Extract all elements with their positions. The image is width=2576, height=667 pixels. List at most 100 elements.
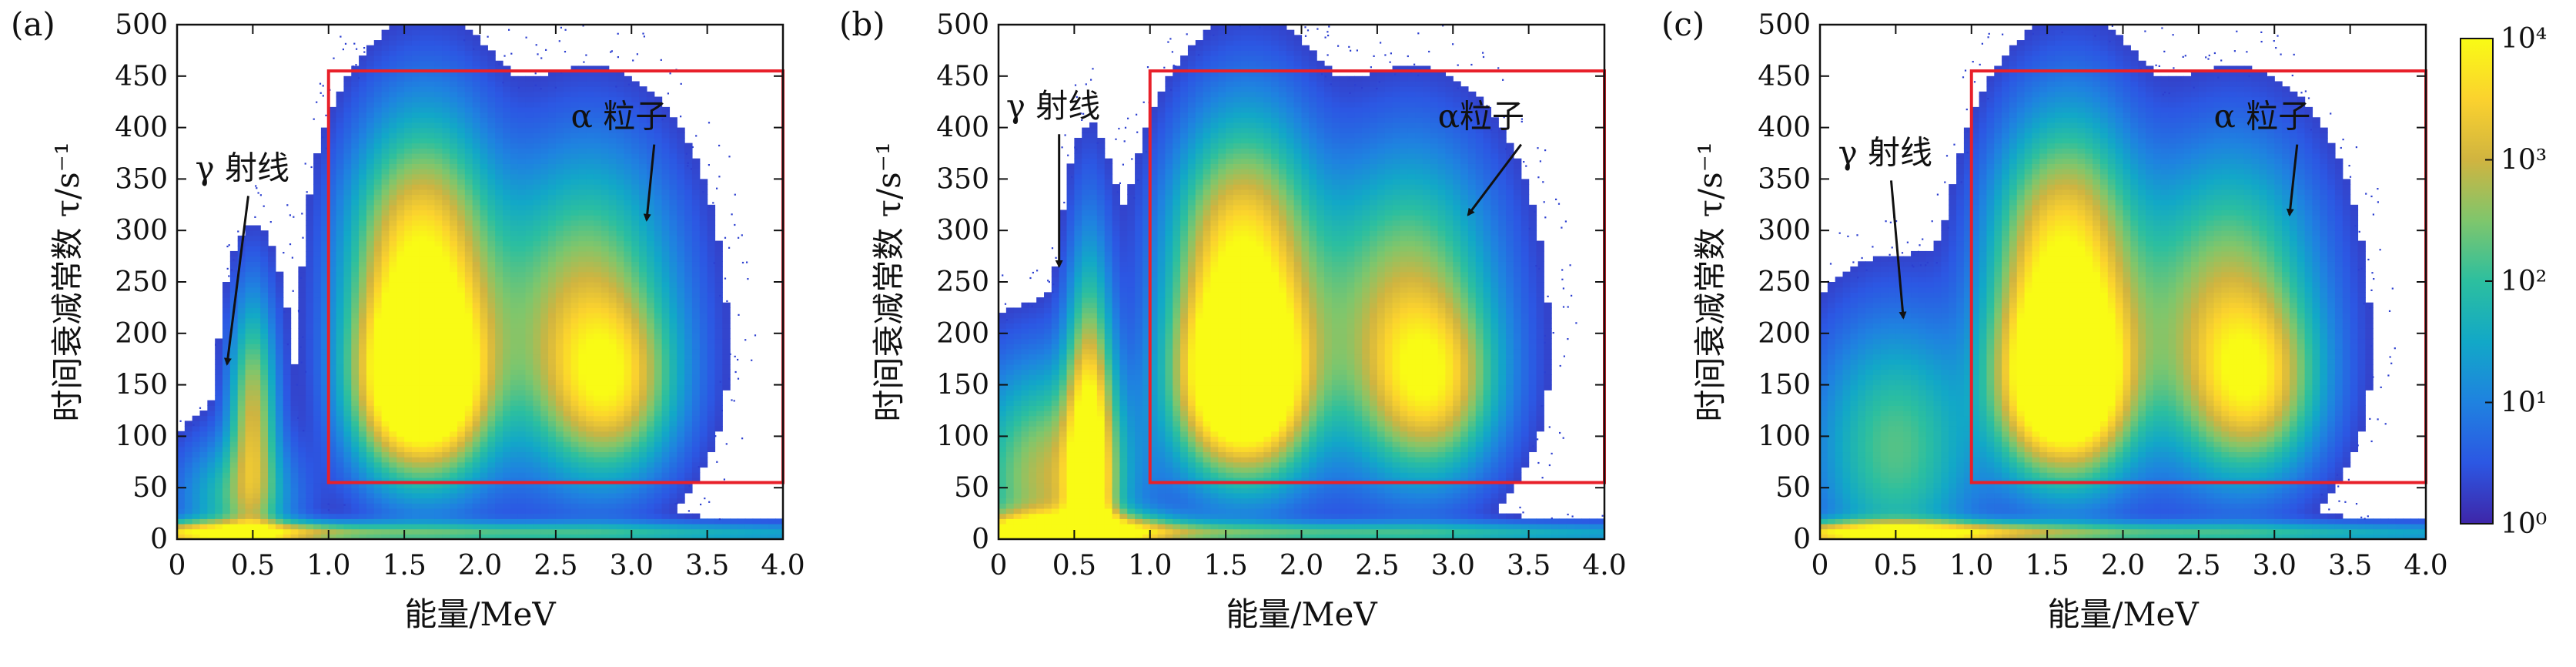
heatmap-cell xyxy=(457,60,466,67)
heatmap-cell xyxy=(540,102,549,108)
heatmap-cell xyxy=(396,40,405,46)
heatmap-cell xyxy=(608,302,617,308)
heatmap-cell xyxy=(359,127,367,133)
heatmap-cell xyxy=(616,446,625,453)
heatmap-cell xyxy=(434,40,443,46)
heatmap-cell xyxy=(359,71,367,77)
heatmap-cell xyxy=(411,96,420,102)
heatmap-cell xyxy=(616,81,625,87)
heatmap-cell xyxy=(510,117,519,123)
heatmap-cell xyxy=(540,204,549,211)
heatmap-cell xyxy=(570,277,579,283)
heatmap-cell xyxy=(396,81,405,87)
heatmap-cell xyxy=(328,359,337,365)
heatmap-cell xyxy=(343,348,352,355)
heatmap-cell xyxy=(450,508,458,514)
heatmap-cell xyxy=(487,106,496,113)
heatmap-cell xyxy=(608,498,617,504)
heatmap-cell xyxy=(359,441,367,447)
heatmap-cell xyxy=(366,65,375,72)
heatmap-cell xyxy=(510,436,519,442)
heatmap-cell xyxy=(253,421,261,427)
heatmap-cell xyxy=(404,204,413,211)
heatmap-cell xyxy=(222,323,231,329)
heatmap-cell xyxy=(320,246,330,252)
heatmap-cell xyxy=(237,467,246,473)
heatmap-cell xyxy=(608,153,617,159)
heatmap-cell xyxy=(608,457,617,463)
heatmap-cell xyxy=(517,250,527,257)
heatmap-cell xyxy=(434,173,443,179)
heatmap-cell xyxy=(616,405,625,411)
heatmap-cell xyxy=(328,503,337,509)
heatmap-cell xyxy=(472,60,481,67)
heatmap-cell xyxy=(328,292,337,298)
heatmap-cell xyxy=(419,117,428,123)
heatmap-cell xyxy=(457,250,466,257)
heatmap-cell xyxy=(608,102,617,108)
heatmap-cell xyxy=(411,313,420,319)
heatmap-cell xyxy=(381,215,390,221)
heatmap-cell xyxy=(472,75,481,82)
heatmap-cell xyxy=(525,405,534,411)
heatmap-cell xyxy=(268,379,276,386)
heatmap-cell xyxy=(540,220,549,226)
heatmap-cell xyxy=(631,220,640,226)
heatmap-cell xyxy=(313,189,322,196)
heatmap-cell xyxy=(487,518,496,525)
heatmap-cell xyxy=(510,86,519,92)
heatmap-cell xyxy=(359,287,367,293)
heatmap-cell xyxy=(540,374,549,380)
heatmap-cell xyxy=(442,292,450,298)
heatmap-cell xyxy=(427,215,436,221)
heatmap-cell xyxy=(570,317,579,324)
heatmap-cell xyxy=(608,142,617,149)
heatmap-cell xyxy=(608,394,617,401)
heatmap-cell xyxy=(608,199,617,206)
heatmap-cell xyxy=(359,472,367,478)
heatmap-cell xyxy=(253,492,261,499)
heatmap-cell xyxy=(616,230,625,236)
heatmap-cell xyxy=(260,364,269,370)
heatmap-cell xyxy=(548,534,557,540)
heatmap-cell xyxy=(434,287,443,293)
heatmap-cell xyxy=(366,411,375,417)
heatmap-cell xyxy=(389,142,397,149)
heatmap-cell xyxy=(646,513,655,519)
heatmap-cell xyxy=(578,374,587,380)
heatmap-cell xyxy=(548,81,557,87)
heatmap-cell xyxy=(533,225,541,231)
heatmap-cell xyxy=(404,50,413,56)
heatmap-cell xyxy=(586,271,594,277)
heatmap-cell xyxy=(343,112,352,118)
heatmap-cell xyxy=(245,477,253,484)
heatmap-cell xyxy=(320,307,330,313)
heatmap-cell xyxy=(268,498,276,504)
heatmap-cell xyxy=(525,158,534,164)
heatmap-cell xyxy=(570,441,579,447)
heatmap-cell xyxy=(601,194,610,200)
heatmap-cell xyxy=(517,405,527,411)
heatmap-cell xyxy=(586,446,594,453)
heatmap-cell xyxy=(608,235,617,242)
heatmap-cell xyxy=(601,96,610,102)
heatmap-cell xyxy=(487,75,496,82)
heatmap-cell xyxy=(631,117,640,123)
heatmap-cell xyxy=(586,204,594,211)
heatmap-cell xyxy=(563,199,572,206)
heatmap-cell xyxy=(487,431,496,437)
heatmap-cell xyxy=(359,477,367,484)
heatmap-cell xyxy=(313,421,322,427)
heatmap-cell xyxy=(639,215,647,221)
heatmap-cell xyxy=(328,215,337,221)
heatmap-cell xyxy=(381,374,390,380)
heatmap-cell xyxy=(260,271,269,277)
heatmap-cell xyxy=(268,250,276,257)
heatmap-cell xyxy=(450,86,458,92)
heatmap-cell xyxy=(548,91,557,98)
heatmap-cell xyxy=(320,328,330,334)
heatmap-cell xyxy=(525,86,534,92)
heatmap-cell xyxy=(464,431,473,437)
heatmap-cell xyxy=(464,379,473,386)
heatmap-cell xyxy=(457,96,466,102)
